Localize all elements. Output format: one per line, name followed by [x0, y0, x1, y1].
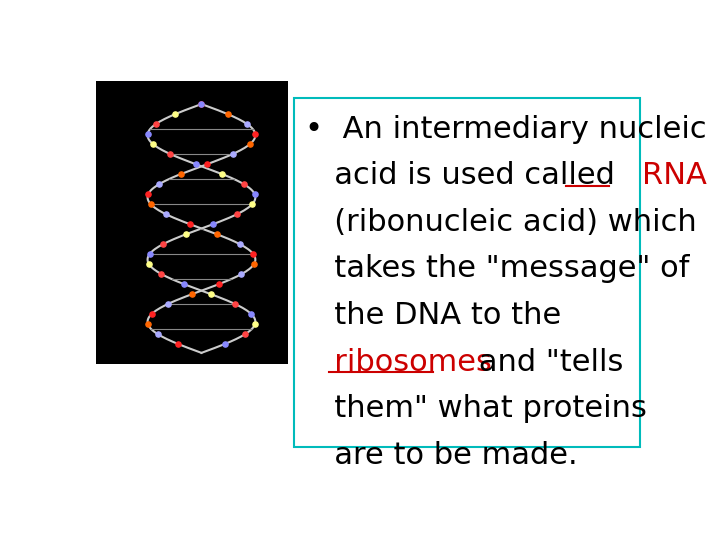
- Text: •  An intermediary nucleic: • An intermediary nucleic: [305, 114, 706, 144]
- Point: [145, 310, 157, 319]
- Text: are to be made.: are to be made.: [305, 441, 577, 470]
- Point: [202, 160, 213, 168]
- Point: [217, 170, 228, 178]
- Point: [158, 240, 169, 248]
- Text: takes the "message" of: takes the "message" of: [305, 254, 689, 284]
- Point: [196, 100, 207, 109]
- Point: [219, 340, 230, 348]
- Point: [162, 300, 174, 308]
- Text: and "tells: and "tells: [469, 348, 623, 376]
- Point: [246, 200, 258, 208]
- Point: [144, 250, 156, 259]
- Text: the DNA to the: the DNA to the: [305, 301, 561, 330]
- Point: [227, 150, 238, 158]
- Point: [205, 290, 217, 299]
- Point: [232, 210, 243, 218]
- Text: them" what proteins: them" what proteins: [305, 394, 647, 423]
- Point: [190, 160, 202, 168]
- Point: [173, 340, 184, 348]
- Point: [248, 260, 260, 268]
- Point: [153, 180, 165, 188]
- Point: [142, 130, 153, 138]
- Point: [181, 230, 192, 238]
- FancyBboxPatch shape: [96, 82, 288, 364]
- Point: [178, 280, 189, 288]
- Point: [186, 290, 198, 299]
- FancyBboxPatch shape: [294, 98, 639, 447]
- Point: [143, 190, 154, 198]
- Point: [249, 320, 261, 328]
- Point: [248, 250, 259, 259]
- Point: [175, 170, 186, 178]
- Point: [152, 330, 163, 339]
- Point: [170, 110, 181, 118]
- Text: acid is used called: acid is used called: [305, 161, 624, 190]
- Point: [184, 220, 195, 228]
- Point: [241, 120, 253, 129]
- Point: [234, 240, 246, 248]
- Point: [156, 270, 167, 279]
- Point: [165, 150, 176, 158]
- Point: [196, 100, 207, 109]
- Text: ribosomes: ribosomes: [305, 348, 492, 376]
- Point: [250, 130, 261, 138]
- Text: (ribonucleic acid) which: (ribonucleic acid) which: [305, 208, 696, 237]
- Point: [246, 310, 257, 319]
- Point: [145, 200, 156, 208]
- Point: [142, 320, 153, 328]
- Point: [249, 190, 261, 198]
- Point: [222, 110, 233, 118]
- Point: [143, 260, 155, 268]
- Point: [160, 210, 171, 218]
- Text: RNA: RNA: [642, 161, 707, 190]
- Point: [235, 270, 247, 279]
- Point: [207, 220, 219, 228]
- Point: [240, 330, 251, 339]
- Point: [244, 140, 256, 149]
- Point: [211, 230, 222, 238]
- Point: [147, 140, 158, 149]
- Point: [150, 120, 161, 129]
- Point: [213, 280, 225, 288]
- Point: [230, 300, 241, 308]
- Point: [238, 180, 249, 188]
